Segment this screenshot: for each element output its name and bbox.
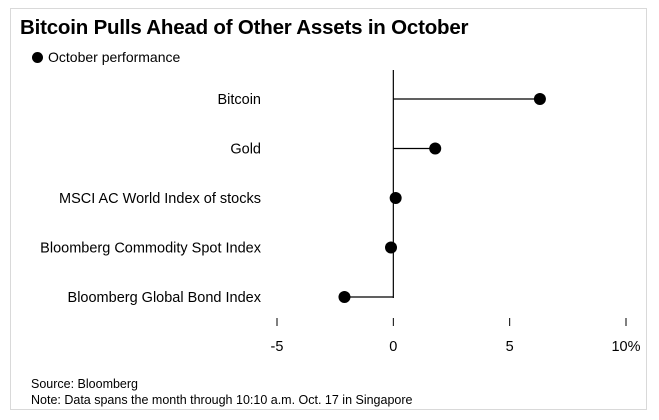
- footnote: Note: Data spans the month through 10:10…: [31, 393, 413, 407]
- legend-label: October performance: [48, 49, 181, 65]
- chart-title: Bitcoin Pulls Ahead of Other Assets in O…: [20, 16, 469, 39]
- x-tick-label: -5: [271, 339, 284, 355]
- x-tick-label: 5: [506, 339, 514, 355]
- category-label: MSCI AC World Index of stocks: [59, 191, 261, 207]
- data-point: [533, 93, 546, 105]
- category-label: Bitcoin: [217, 92, 261, 108]
- chart-frame: [10, 8, 647, 410]
- legend-marker: [32, 51, 43, 63]
- data-point: [338, 291, 351, 303]
- category-label: Bloomberg Global Bond Index: [68, 290, 262, 306]
- category-label: Bloomberg Commodity Spot Index: [40, 241, 262, 257]
- x-tick-label: 10%: [611, 339, 640, 355]
- source-note: Source: Bloomberg: [31, 377, 139, 391]
- plot-area: Bitcoin Gold MSCI AC World Index of stocks…: [40, 70, 641, 355]
- category-label: Gold: [230, 142, 261, 158]
- data-point: [389, 192, 402, 204]
- data-point: [429, 142, 442, 155]
- x-tick-label: 0: [389, 339, 397, 355]
- data-point: [385, 241, 398, 254]
- legend: October performance: [32, 49, 181, 65]
